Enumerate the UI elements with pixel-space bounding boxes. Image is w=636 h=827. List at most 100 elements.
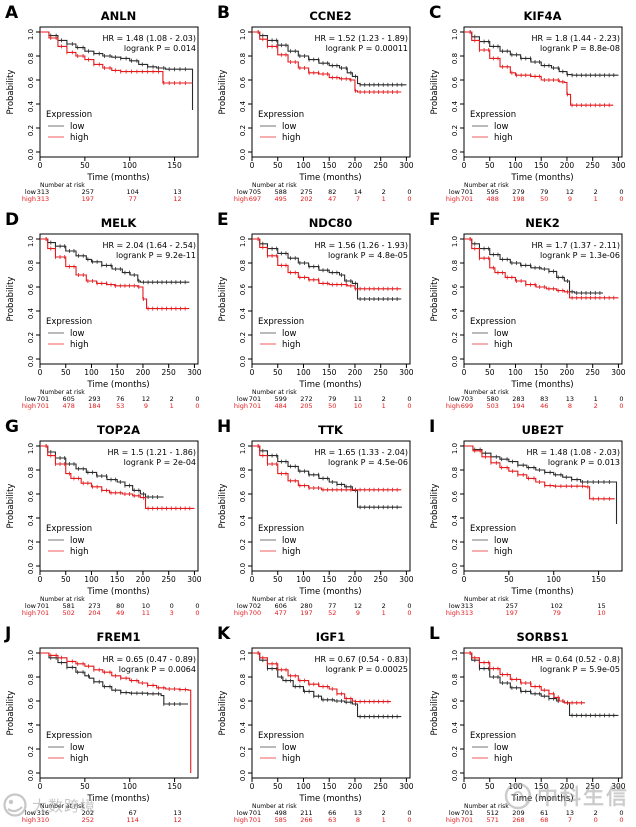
km-panel-I: I UBE2T 0.0 0.2 0.4 0.6 0.8 1.0 Probability 0 50 10… [424,414,636,621]
x-tick-label: 50 [485,368,495,377]
panel-letter: L [429,624,440,644]
risk-row-high-label: high [234,195,248,203]
x-tick-label: 100 [508,782,523,791]
x-tick-label: 300 [611,161,626,170]
risk-value-low: 13 [173,188,181,196]
x-tick-label: 50 [61,368,71,377]
risk-value-low: 13 [354,809,362,817]
x-tick-label: 150 [534,161,549,170]
x-axis-label: Time (months) [510,380,573,390]
risk-value-low: 209 [512,809,524,817]
risk-value-low: 606 [275,602,287,610]
x-tick-label: 0 [462,575,467,584]
risk-value-low: 702 [249,602,261,610]
risk-value-high: 1 [382,816,386,824]
x-tick-label: 150 [110,368,125,377]
km-curve-low [40,238,190,283]
risk-value-low: 2 [594,188,598,196]
risk-value-low: 293 [88,395,100,403]
risk-value-high: 313 [37,195,49,203]
risk-value-low: 0 [195,395,199,403]
x-tick-label: 200 [560,368,575,377]
hr-text: HR = 1.65 (1.33 - 2.04) [314,448,408,457]
x-tick-label: 50 [273,782,283,791]
legend-high-label: high [494,754,513,764]
km-curve-high [464,31,614,106]
x-tick-label: 150 [322,161,337,170]
x-tick-label: 100 [123,782,138,791]
x-axis-label: Time (months) [86,173,149,183]
y-tick-label: 0.2 [451,332,459,343]
x-axis-label: Time (months) [298,587,361,597]
logrank-text: logrank P = 2e-04 [124,458,196,467]
x-tick-label: 300 [187,368,202,377]
y-tick-label: 1.0 [27,443,35,454]
x-tick-label: 150 [534,368,549,377]
x-axis-label: Time (months) [510,794,573,804]
panel-letter: F [429,210,441,230]
risk-row-low-label: low [449,395,461,403]
risk-value-high: 585 [275,816,287,824]
km-panel-E: E NDC80 0.0 0.2 0.4 0.6 0.8 1.0 Probability 0 50 10… [212,207,424,414]
risk-value-high: 10 [354,402,362,410]
x-tick-label: 0 [38,368,43,377]
x-tick-label: 100 [547,575,562,584]
risk-value-low: 15 [597,602,605,610]
number-at-risk-title: Number at risk [464,182,509,189]
y-tick-label: 0.2 [239,332,247,343]
y-tick-label: 0.0 [27,356,35,367]
risk-value-high: 2 [594,402,598,410]
x-tick-label: 250 [586,782,601,791]
risk-row-low-label: low [25,188,37,196]
panel-letter: G [5,417,19,437]
risk-row-low-label: low [449,602,461,610]
x-tick-label: 100 [296,575,311,584]
plot-frame [251,233,411,365]
logrank-text: logrank P = 4.8e-05 [328,251,408,260]
risk-value-high: 0 [407,195,411,203]
number-at-risk-title: Number at risk [252,389,297,396]
risk-value-low: 12 [354,602,362,610]
number-at-risk-title: Number at risk [40,389,85,396]
risk-value-high: 484 [275,402,287,410]
risk-value-low: 701 [461,809,473,817]
risk-row-high-label: high [446,609,460,617]
risk-value-low: 701 [37,395,49,403]
number-at-risk-title: Number at risk [252,182,297,189]
risk-value-low: 2 [382,188,386,196]
legend-high-label: high [282,133,301,143]
risk-row-high-label: high [22,816,36,824]
risk-value-high: 205 [300,402,312,410]
risk-value-low: 2 [382,809,386,817]
plot-frame [463,233,623,365]
risk-value-low: 2 [382,395,386,403]
number-at-risk-title: Number at risk [464,389,509,396]
x-tick-label: 250 [374,161,389,170]
risk-value-high: 502 [63,609,75,617]
risk-value-high: 0 [594,816,598,824]
panel-letter: D [5,210,19,230]
y-tick-label: 0.2 [239,125,247,136]
x-tick-label: 300 [611,368,626,377]
risk-value-low: 512 [487,809,499,817]
risk-value-high: 701 [37,609,49,617]
x-tick-label: 0 [250,575,255,584]
risk-value-low: 14 [354,188,362,196]
y-tick-label: 0.6 [451,76,459,88]
y-tick-label: 0.8 [451,674,459,685]
x-tick-label: 200 [136,368,151,377]
legend-low-label: low [494,122,509,132]
y-tick-label: 0.0 [239,356,247,367]
risk-value-high: 701 [37,402,49,410]
risk-value-low: 2 [594,809,598,817]
y-tick-label: 0.2 [27,332,35,343]
legend-high-label: high [494,547,513,557]
risk-value-low: 0 [407,188,411,196]
risk-value-high: 0 [619,195,623,203]
risk-row-low-label: low [25,395,37,403]
y-tick-label: 1.0 [239,29,247,40]
legend-title: Expression [470,731,516,741]
risk-row-high-label: high [446,816,460,824]
